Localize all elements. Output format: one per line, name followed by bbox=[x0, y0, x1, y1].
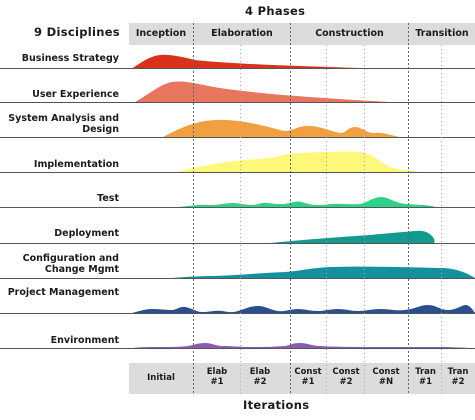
phase-dividers bbox=[193, 23, 409, 394]
hump-test bbox=[178, 197, 436, 207]
phase-label-inception: Inception bbox=[135, 28, 187, 39]
hump-project-mgmt bbox=[132, 305, 475, 313]
hump-business-strategy bbox=[133, 54, 360, 68]
iteration-label-tran1: Tran #1 bbox=[415, 367, 436, 387]
iteration-label-elab1: Elab #1 bbox=[206, 367, 228, 387]
hump-implementation bbox=[178, 151, 425, 172]
discipline-label-project-mgmt: Project Management bbox=[7, 287, 119, 298]
iteration-label-tran2: Tran #2 bbox=[447, 367, 469, 387]
discipline-label-business-strategy: Business Strategy bbox=[21, 53, 119, 64]
iteration-label-initial: Initial bbox=[147, 373, 175, 383]
phase-label-elaboration: Elaboration bbox=[211, 28, 273, 39]
disciplines-title: 9 Disciplines bbox=[34, 25, 120, 39]
discipline-label-analysis-design: System Analysis and Design bbox=[8, 113, 119, 135]
iteration-label-constN: Const #N bbox=[372, 367, 400, 387]
iterations-title: Iterations bbox=[243, 398, 310, 412]
discipline-label-config-change: Configuration and Change Mgmt bbox=[22, 253, 119, 275]
discipline-label-environment: Environment bbox=[50, 335, 119, 346]
discipline-label-test: Test bbox=[97, 193, 119, 204]
discipline-label-implementation: Implementation bbox=[33, 159, 119, 170]
hump-environment bbox=[133, 343, 475, 348]
hump-user-experience bbox=[135, 81, 390, 102]
phase-label-construction: Construction bbox=[315, 28, 384, 39]
phases-title: 4 Phases bbox=[245, 4, 306, 18]
discipline-label-user-experience: User Experience bbox=[32, 89, 119, 100]
hump-deployment bbox=[270, 230, 435, 243]
hump-analysis-design bbox=[163, 119, 400, 137]
hump-config-change bbox=[172, 266, 475, 278]
iteration-label-const2: Const #2 bbox=[332, 367, 360, 387]
iteration-label-elab2: Elab #2 bbox=[249, 367, 271, 387]
baselines bbox=[0, 68, 475, 349]
phase-label-transition: Transition bbox=[415, 28, 469, 39]
discipline-label-deployment: Deployment bbox=[54, 228, 119, 239]
iteration-label-const1: Const #1 bbox=[294, 367, 322, 387]
iteration-footer-band bbox=[129, 363, 475, 394]
phase-header-band bbox=[129, 23, 475, 45]
